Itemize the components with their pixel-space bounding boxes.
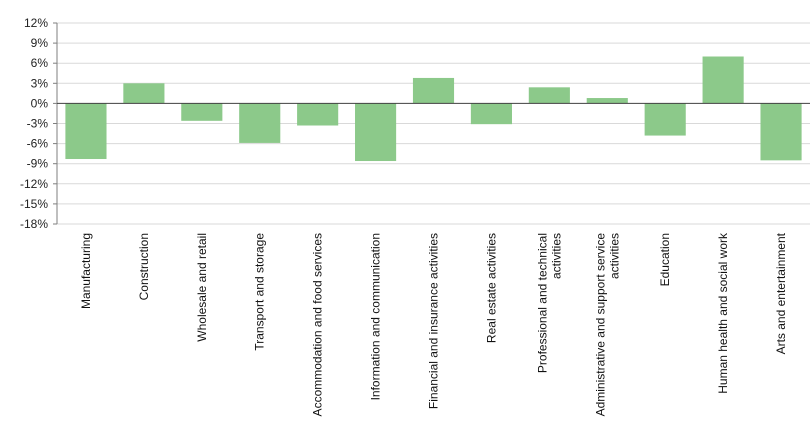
- bar: [702, 56, 744, 104]
- category-label: Construction: [137, 233, 151, 300]
- bar: [65, 103, 107, 160]
- y-tick-label: -6%: [27, 137, 49, 151]
- bar: [760, 103, 802, 161]
- category-label: Accommodation and food services: [311, 233, 325, 416]
- category-label: activities: [549, 233, 563, 279]
- category-label: Information and communication: [369, 233, 383, 400]
- gridlines: [57, 22, 810, 225]
- bar: [644, 103, 686, 136]
- bar: [355, 103, 397, 162]
- y-tick-label: 6%: [31, 56, 49, 70]
- y-tick-label: 12%: [24, 16, 48, 30]
- x-axis-labels: Manufacturing Construction Wholesale and r…: [79, 232, 788, 416]
- category-label: Transport and storage: [253, 233, 267, 351]
- bar: [297, 103, 339, 126]
- category-label: activities: [607, 233, 621, 279]
- bar: [528, 87, 570, 104]
- y-tick-label: 0%: [31, 96, 49, 110]
- category-label: Arts and entertainment: [774, 232, 788, 354]
- y-tick-label: -9%: [27, 157, 49, 171]
- bars: [65, 56, 802, 162]
- category-label: Professional and technical: [535, 233, 549, 373]
- category-label: Administrative and support service: [593, 233, 607, 417]
- y-tick-label: 9%: [31, 36, 49, 50]
- bar: [239, 103, 281, 143]
- y-axis: 12% 9% 6% 3% 0% -3% -6% -9% -12% -15% -18%: [20, 16, 58, 231]
- y-tick-label: -12%: [20, 177, 48, 191]
- category-label: Real estate activities: [484, 233, 498, 343]
- y-tick-label: -18%: [20, 217, 48, 231]
- category-label: Human health and social work: [716, 232, 730, 394]
- bar: [470, 103, 512, 125]
- category-label: Wholesale and retail: [195, 233, 209, 342]
- bar: [586, 98, 628, 104]
- category-label: Education: [658, 233, 672, 286]
- bar: [181, 103, 223, 121]
- bar: [123, 83, 165, 104]
- y-tick-label: 3%: [31, 76, 49, 90]
- y-tick-label: -3%: [27, 117, 49, 131]
- bar: [412, 77, 455, 104]
- y-tick-label: -15%: [20, 197, 48, 211]
- category-label: Manufacturing: [79, 233, 93, 309]
- category-label: Financial and insurance activities: [427, 233, 441, 409]
